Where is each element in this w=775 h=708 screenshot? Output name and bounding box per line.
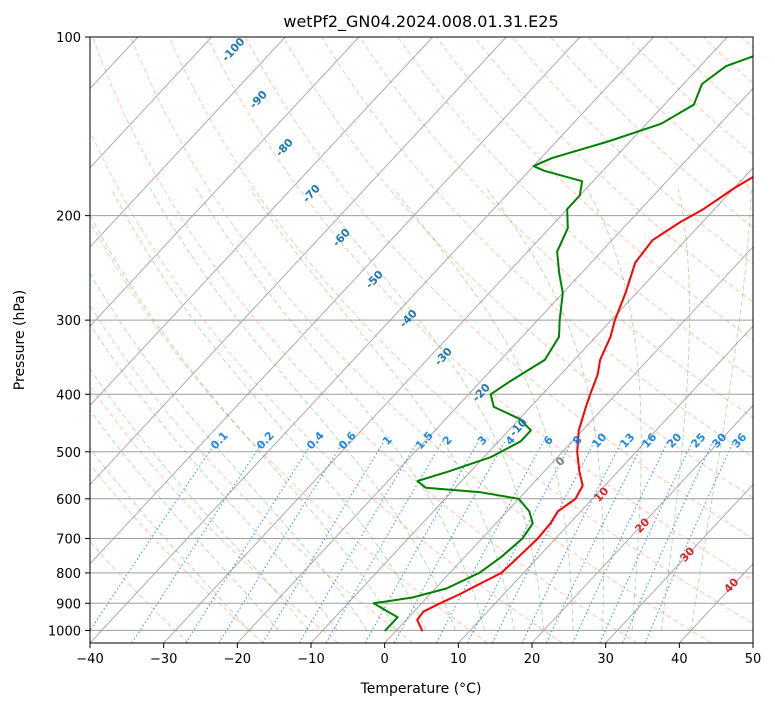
moist-adiabat-line [90,272,368,631]
mixing-ratio-line [364,441,479,643]
isotherm-line [90,37,286,248]
dry-adiabat-line [283,37,753,499]
mixing-ratio-line [393,441,506,643]
moist-adiabat-line [195,188,486,631]
x-tick-label: 30 [597,652,614,667]
mixing-ratio-line [435,441,545,643]
isotherm-line [605,483,753,643]
chart-title: wetPf2_GN04.2024.008.01.31.E25 [283,12,558,32]
y-tick-label: 100 [56,31,81,46]
moist-adiabat-line [90,409,279,631]
background-lines [90,37,753,643]
isotherm-line [90,37,433,407]
mixing-ratio-line [298,441,419,643]
y-tick-label: 200 [56,210,81,225]
mixing-ratio-line [621,441,714,643]
dry-adiabat-line [90,385,339,643]
y-tick-label: 600 [56,493,81,508]
mixing-ratio-line [90,440,217,632]
moist-adiabat-line [90,368,309,631]
dry-adiabat-line [588,37,753,192]
temperature-line [416,175,753,632]
x-tick-label: −20 [224,652,251,667]
mixing-ratio-line [644,441,735,643]
moist-adiabat-line [486,188,604,631]
dry-adiabat-line [550,37,753,229]
moist-adiabat-line [110,188,427,631]
dry-adiabat-line [397,37,753,379]
y-tick-label: 500 [56,446,81,461]
dry-adiabat-line [90,304,414,643]
isotherm-line [310,166,753,643]
isotherm-line [163,37,728,643]
dry-adiabat-line [90,463,264,643]
grid-lines [90,37,753,643]
axis-ticks: −40 −30 −20 −10 0 10 20 30 40 50 100 200 300 400 500 60… [48,31,761,667]
isotherm-line [457,325,753,643]
x-tick-label: 20 [524,652,541,667]
isotherm-line [531,404,753,643]
isotherm-line [90,37,360,327]
x-tick-label: −30 [150,652,177,667]
moist-adiabat-line [586,188,642,631]
x-tick-label: 10 [450,652,467,667]
dry-adiabat-line [626,37,753,156]
profile-lines [372,55,753,632]
x-tick-label: −10 [297,652,324,667]
moist-adiabat-line [90,213,397,631]
x-tick-label: 0 [381,652,389,667]
mixing-ratio-line [325,441,443,643]
moist-adiabat-line [90,322,338,631]
mixing-ratio-line [262,441,385,643]
moist-adiabat-line [90,447,250,631]
isotherm-line [90,37,654,643]
y-tick-label: 400 [56,388,81,403]
isotherm-line [90,37,581,565]
moist-adiabat-line [690,188,752,631]
moist-adiabat-line [314,188,545,631]
y-axis-label: Pressure (hPa) [12,290,28,390]
dry-adiabat-line [473,37,753,303]
isotherm-line [384,246,753,643]
dry-adiabat-line [92,37,638,643]
moist-adiabat-line [661,188,690,631]
y-tick-label: 1000 [48,624,81,639]
x-tick-label: −40 [76,652,103,667]
moist-adiabat-line [393,188,574,631]
dewpoint-line [372,55,753,632]
isotherm-line [90,37,212,169]
x-axis-label: Temperature (°C) [360,681,482,697]
y-tick-label: 300 [56,314,81,329]
x-tick-label: 50 [745,652,762,667]
mixing-ratio-line [599,441,693,643]
mixing-ratio-line [521,441,623,643]
mixing-ratio-line [185,441,314,643]
mixing-ratio-line [218,441,345,643]
x-tick-label: 40 [671,652,688,667]
y-tick-label: 800 [56,567,81,582]
mixing-ratio-line [545,441,645,643]
moist-adiabat-line [149,188,456,631]
isotherm-line [236,87,753,643]
dry-adiabat-line [90,129,563,643]
y-tick-label: 900 [56,597,81,612]
isotherm-line [90,37,507,486]
dry-adiabat-line [130,37,712,643]
y-tick-label: 700 [56,533,81,548]
dry-adiabat-line [359,37,753,419]
dry-adiabat-line [168,37,753,625]
mixing-ratio-line [131,440,264,643]
moist-adiabat-line [249,188,515,631]
plot-frame [89,36,754,644]
